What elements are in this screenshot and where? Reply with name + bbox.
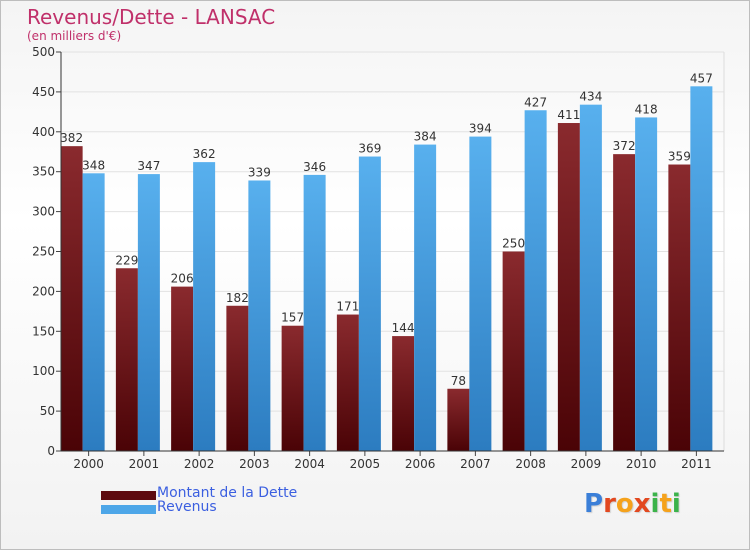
- bar-dette: [171, 286, 194, 451]
- x-tick-label: 2005: [350, 457, 381, 471]
- bar-dette: [60, 146, 83, 451]
- bar-revenus: [303, 174, 326, 451]
- bar-dette: [557, 123, 580, 451]
- data-label-revenus: 418: [635, 102, 658, 116]
- logo-letter: o: [615, 489, 634, 519]
- data-label-dette: 78: [451, 374, 466, 388]
- x-tick-label: 2001: [129, 457, 160, 471]
- data-label-revenus: 339: [248, 165, 271, 179]
- data-label-revenus: 427: [524, 95, 547, 109]
- bar-revenus: [248, 180, 271, 451]
- data-label-dette: 206: [171, 272, 194, 286]
- data-label-dette: 157: [281, 311, 304, 325]
- x-tick-label: 2010: [626, 457, 657, 471]
- y-tick-label: 0: [47, 444, 55, 458]
- bar-revenus: [579, 104, 602, 451]
- bar-dette: [115, 268, 138, 451]
- bar-dette: [281, 325, 304, 451]
- bar-revenus: [137, 174, 160, 451]
- data-label-revenus: 457: [690, 71, 713, 85]
- data-label-dette: 359: [668, 150, 691, 164]
- bar-revenus: [635, 117, 658, 451]
- data-label-dette: 382: [60, 131, 83, 145]
- legend-label-dette: Montant de la Dette: [157, 485, 298, 501]
- bar-revenus: [82, 173, 105, 451]
- data-label-revenus: 348: [82, 158, 105, 172]
- logo-letter: t: [659, 489, 672, 519]
- chart-title: Revenus/Dette - LANSAC: [27, 5, 276, 29]
- data-label-dette: 182: [226, 291, 249, 305]
- y-tick-label: 200: [32, 284, 55, 298]
- y-tick-label: 100: [32, 364, 55, 378]
- data-label-revenus: 346: [303, 160, 326, 174]
- data-label-dette: 250: [502, 237, 525, 251]
- x-tick-label: 2009: [571, 457, 602, 471]
- bar-revenus: [469, 136, 492, 451]
- y-tick-label: 350: [32, 165, 55, 179]
- bar-dette: [502, 251, 525, 451]
- x-tick-label: 2011: [681, 457, 712, 471]
- y-tick-label: 250: [32, 245, 55, 259]
- data-label-dette: 144: [392, 321, 415, 335]
- legend-swatch-dette: [101, 491, 156, 500]
- data-label-revenus: 369: [358, 142, 381, 156]
- logo-letter: x: [633, 489, 651, 519]
- bar-dette: [613, 154, 636, 452]
- bar-revenus: [193, 162, 216, 451]
- bar-dette: [668, 164, 691, 451]
- logo-letter: i: [671, 489, 681, 519]
- x-tick-label: 2003: [239, 457, 270, 471]
- logo-letter: i: [650, 489, 660, 519]
- x-tick-label: 2006: [405, 457, 436, 471]
- bar-dette: [392, 336, 415, 451]
- y-tick-label: 50: [40, 404, 55, 418]
- bar-revenus: [414, 144, 437, 451]
- data-label-dette: 171: [336, 300, 359, 314]
- y-tick-label: 450: [32, 85, 55, 99]
- data-label-dette: 372: [613, 139, 636, 153]
- data-label-revenus: 347: [137, 159, 160, 173]
- y-tick-label: 400: [32, 125, 55, 139]
- bar-revenus: [358, 156, 381, 451]
- bar-revenus: [690, 86, 713, 452]
- bar-dette: [336, 314, 359, 451]
- y-tick-label: 300: [32, 205, 55, 219]
- data-label-revenus: 384: [414, 130, 437, 144]
- logo-letter: r: [603, 489, 616, 519]
- x-tick-label: 2004: [294, 457, 325, 471]
- bar-dette: [226, 305, 249, 451]
- x-tick-label: 2002: [184, 457, 215, 471]
- bar-dette: [447, 388, 470, 451]
- x-tick-label: 2007: [460, 457, 491, 471]
- legend-swatch-revenus: [101, 505, 156, 514]
- logo-letter: P: [584, 489, 604, 519]
- data-label-revenus: 434: [579, 90, 602, 104]
- x-tick-label: 2008: [515, 457, 546, 471]
- y-tick-label: 150: [32, 324, 55, 338]
- x-tick-label: 2000: [73, 457, 104, 471]
- proxiti-logo: Proxiti: [584, 489, 681, 519]
- data-label-revenus: 394: [469, 122, 492, 136]
- data-label-dette: 411: [557, 108, 580, 122]
- data-label-revenus: 362: [193, 147, 216, 161]
- y-tick-label: 500: [32, 45, 55, 59]
- data-label-dette: 229: [115, 253, 138, 267]
- legend-label-revenus: Revenus: [157, 499, 217, 515]
- bar-revenus: [524, 110, 547, 451]
- chart-subtitle: (en milliers d'€): [27, 29, 122, 43]
